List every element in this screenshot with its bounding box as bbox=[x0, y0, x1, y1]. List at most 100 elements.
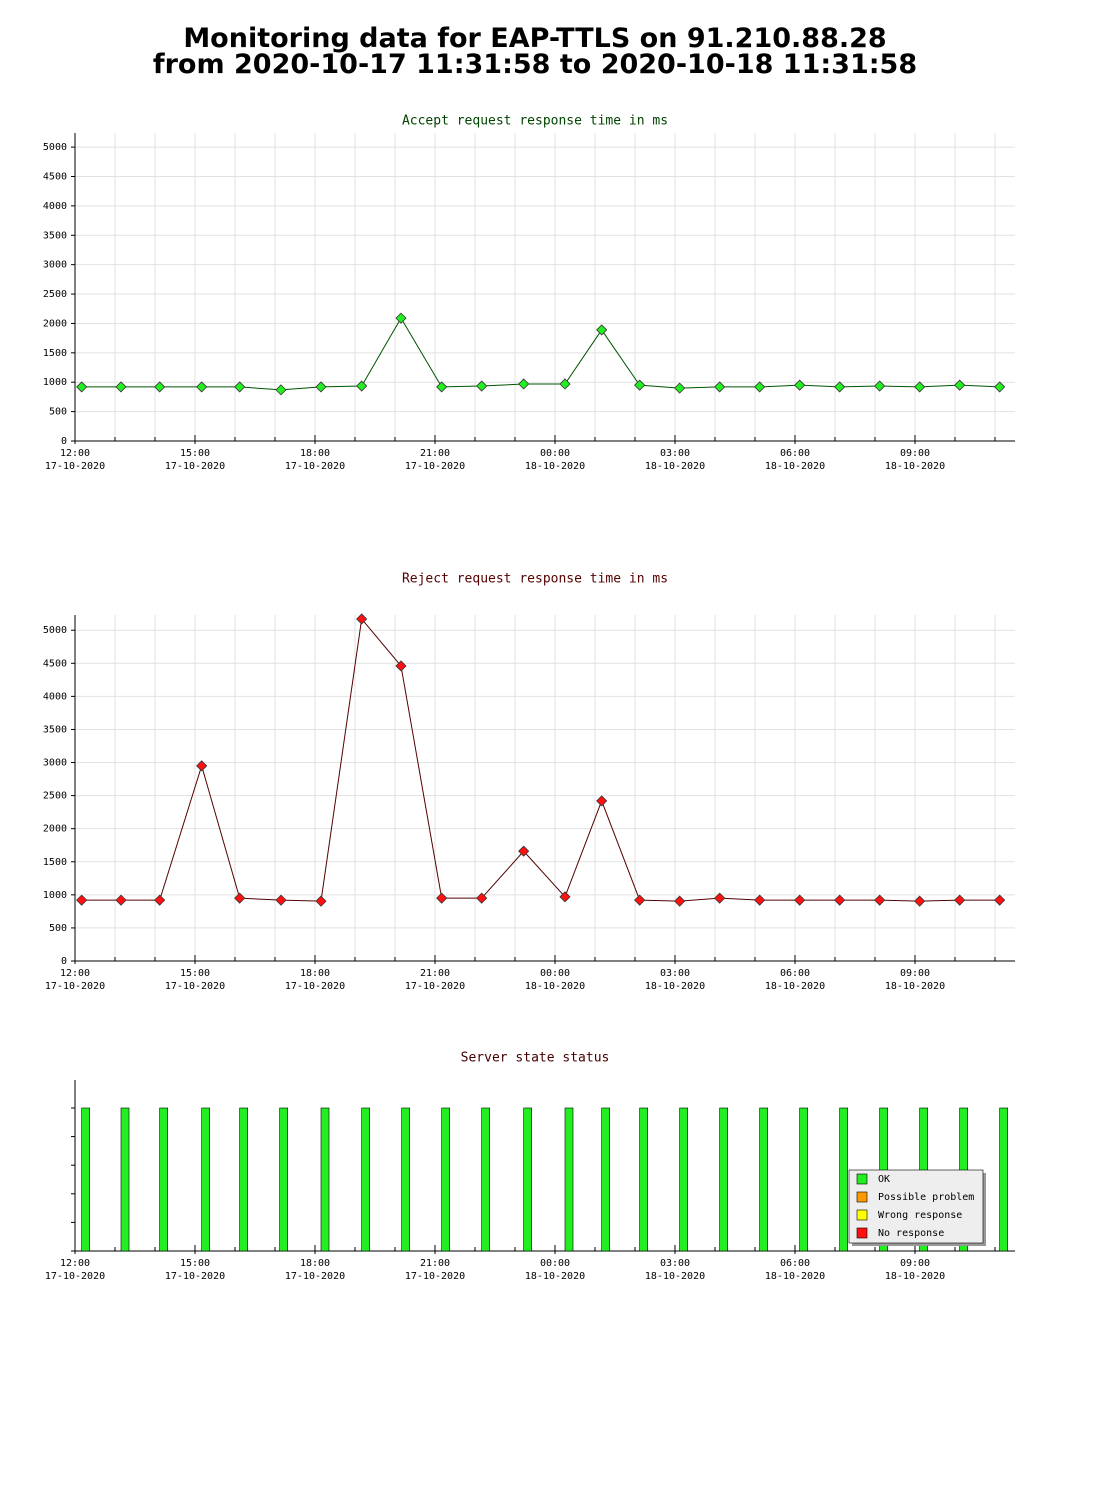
x-tick-label: 09:00 18-10-2020 bbox=[884, 968, 946, 992]
x-tick-label: 06:00 18-10-2020 bbox=[764, 448, 826, 472]
data-point bbox=[714, 381, 726, 393]
status-bar bbox=[759, 1107, 768, 1252]
data-point bbox=[315, 381, 327, 393]
y-tick-label: 500 bbox=[49, 407, 67, 418]
y-tick-label: 4000 bbox=[43, 691, 67, 702]
data-point bbox=[115, 381, 127, 393]
data-point bbox=[196, 381, 208, 393]
x-tick-label: 18:00 17-10-2020 bbox=[284, 448, 346, 472]
x-tick-label: 15:00 17-10-2020 bbox=[164, 968, 226, 992]
y-tick-label: 5000 bbox=[43, 142, 67, 153]
y-tick-label: 4000 bbox=[43, 201, 67, 212]
data-point bbox=[634, 894, 646, 906]
y-tick-label: 3500 bbox=[43, 230, 67, 241]
x-tick-label: 00:00 18-10-2020 bbox=[524, 448, 586, 472]
x-tick-label: 15:00 17-10-2020 bbox=[164, 1258, 226, 1282]
y-tick-label: 2000 bbox=[43, 824, 67, 835]
status-bar bbox=[999, 1107, 1008, 1252]
data-point bbox=[76, 381, 88, 393]
data-point bbox=[914, 895, 926, 907]
y-tick-label: 2500 bbox=[43, 791, 67, 802]
y-tick-label: 5000 bbox=[43, 625, 67, 636]
y-tick-label: 2500 bbox=[43, 289, 67, 300]
x-tick-label: 03:00 18-10-2020 bbox=[644, 968, 706, 992]
data-point bbox=[714, 892, 726, 904]
legend-label: OK bbox=[878, 1174, 890, 1185]
status-bar bbox=[201, 1107, 210, 1252]
page-title: Monitoring data for EAP-TTLS on 91.210.8… bbox=[183, 23, 887, 54]
y-tick-label: 3000 bbox=[43, 758, 67, 769]
data-point bbox=[476, 892, 488, 904]
data-point bbox=[559, 891, 571, 903]
data-point bbox=[395, 660, 407, 672]
status-bar bbox=[401, 1107, 410, 1252]
y-tick-label: 1000 bbox=[43, 890, 67, 901]
data-point bbox=[954, 379, 966, 391]
status-bar bbox=[441, 1107, 450, 1252]
y-tick-label: 1500 bbox=[43, 857, 67, 868]
x-tick-label: 18:00 17-10-2020 bbox=[284, 1258, 346, 1282]
data-point bbox=[914, 381, 926, 393]
legend-swatch bbox=[856, 1209, 868, 1221]
data-point bbox=[874, 894, 886, 906]
status-bar bbox=[120, 1107, 130, 1252]
data-point bbox=[356, 613, 368, 625]
data-point bbox=[115, 894, 127, 906]
y-tick-label: 3000 bbox=[43, 260, 67, 271]
data-point bbox=[754, 894, 766, 906]
y-tick-label: 3500 bbox=[43, 724, 67, 735]
status-bar bbox=[81, 1107, 90, 1252]
data-line bbox=[81, 317, 1000, 391]
chart-title: Server state status bbox=[461, 1051, 610, 1066]
legend-swatch bbox=[856, 1173, 868, 1185]
data-point bbox=[234, 892, 246, 904]
x-tick-label: 12:00 17-10-2020 bbox=[44, 968, 106, 992]
legend-label: No response bbox=[878, 1228, 944, 1239]
data-point bbox=[994, 381, 1006, 393]
data-point bbox=[559, 378, 571, 390]
data-point bbox=[674, 895, 686, 907]
y-tick-label: 2000 bbox=[43, 318, 67, 329]
y-tick-label: 0 bbox=[61, 956, 67, 967]
legend-box bbox=[848, 1169, 984, 1244]
data-point bbox=[436, 381, 448, 393]
legend-label: Wrong response bbox=[878, 1210, 962, 1221]
status-bar bbox=[601, 1107, 610, 1252]
data-point bbox=[596, 795, 608, 807]
status-bar bbox=[839, 1107, 848, 1252]
data-point bbox=[476, 380, 488, 392]
status-bar bbox=[239, 1107, 248, 1252]
x-tick-label: 12:00 17-10-2020 bbox=[44, 1258, 106, 1282]
x-tick-label: 00:00 18-10-2020 bbox=[524, 1258, 586, 1282]
data-point bbox=[234, 381, 246, 393]
data-point bbox=[154, 381, 166, 393]
data-point bbox=[634, 379, 646, 391]
data-point bbox=[674, 382, 686, 394]
data-point bbox=[518, 845, 530, 857]
x-tick-label: 21:00 17-10-2020 bbox=[404, 1258, 466, 1282]
data-point bbox=[954, 894, 966, 906]
status-bar bbox=[719, 1107, 728, 1252]
x-tick-label: 15:00 17-10-2020 bbox=[164, 448, 226, 472]
data-point bbox=[196, 760, 208, 772]
status-bar bbox=[639, 1107, 648, 1252]
data-line bbox=[81, 617, 1000, 902]
data-point bbox=[76, 894, 88, 906]
status-bar bbox=[279, 1107, 288, 1252]
data-point bbox=[356, 380, 368, 392]
data-point bbox=[874, 380, 886, 392]
y-tick-label: 1500 bbox=[43, 348, 67, 359]
data-point bbox=[518, 378, 530, 390]
data-point bbox=[154, 894, 166, 906]
status-bar bbox=[679, 1107, 688, 1252]
x-tick-label: 09:00 18-10-2020 bbox=[884, 1258, 946, 1282]
data-point bbox=[794, 379, 806, 391]
x-tick-label: 06:00 18-10-2020 bbox=[764, 1258, 826, 1282]
legend-swatch bbox=[856, 1191, 868, 1203]
status-bar bbox=[523, 1107, 532, 1252]
x-tick-label: 00:00 18-10-2020 bbox=[524, 968, 586, 992]
data-point bbox=[436, 892, 448, 904]
status-bar bbox=[320, 1107, 330, 1252]
chart-title: Accept request response time in ms bbox=[402, 114, 668, 129]
y-tick-label: 0 bbox=[61, 436, 67, 447]
